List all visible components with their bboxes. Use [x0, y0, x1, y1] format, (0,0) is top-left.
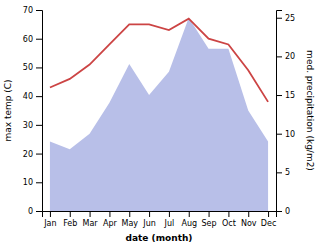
x-axis-title: date (month) — [126, 233, 193, 243]
tick-label: Jul — [164, 219, 175, 228]
tick: Apr — [103, 211, 118, 228]
tick: 40 — [23, 92, 42, 101]
tick: 0 — [28, 207, 42, 216]
line — [50, 19, 268, 102]
tick: 10 — [23, 178, 42, 187]
tick-mark — [276, 56, 282, 57]
marks — [50, 18, 268, 211]
tick-mark — [36, 39, 42, 40]
tick: 0 — [276, 207, 290, 216]
tick-mark — [50, 211, 51, 217]
tick-mark — [276, 134, 282, 135]
tick-label: Jan — [43, 219, 56, 228]
tick-label: 10 — [23, 178, 33, 187]
tick-mark — [36, 154, 42, 155]
tick: 20 — [276, 52, 295, 61]
tick: 25 — [276, 14, 295, 23]
x-axis: Jan Feb Mar AprMay Jun Jul Aug Sep Oct Nov Dec — [43, 211, 277, 228]
tick-mark — [36, 125, 42, 126]
tick-label: 5 — [285, 168, 290, 177]
tick: Jun — [142, 211, 156, 228]
tick-label: 0 — [285, 207, 290, 216]
tick: Jul — [164, 211, 175, 228]
tick-label: 0 — [28, 207, 33, 216]
tick-label: Oct — [222, 219, 236, 228]
tick-label: 60 — [23, 35, 33, 44]
tick-mark — [169, 211, 170, 217]
y-axis-title: max temp (C) — [3, 79, 13, 141]
tick-mark — [109, 211, 110, 217]
tick: 50 — [23, 63, 42, 72]
tick-label: Jun — [142, 219, 156, 228]
tick-mark — [36, 96, 42, 97]
tick: Jan — [43, 211, 56, 228]
tick: Mar — [83, 211, 99, 228]
tick-label: Nov — [241, 219, 257, 228]
tick: May — [121, 211, 138, 228]
tick-mark — [36, 10, 42, 11]
tick-mark — [248, 211, 249, 217]
y2-axis: 0 5 10 15 20 25 — [276, 11, 295, 217]
axis-line — [43, 212, 277, 218]
tick-label: Mar — [83, 219, 99, 228]
tick: Nov — [241, 211, 257, 228]
tick-label: Aug — [181, 219, 197, 228]
tick-mark — [189, 211, 190, 217]
tick-mark — [90, 211, 91, 217]
tick-label: Apr — [103, 219, 118, 228]
tick-label: Dec — [261, 219, 276, 228]
tick-mark — [36, 67, 42, 68]
tick-label: 20 — [23, 150, 33, 159]
tick-mark — [268, 211, 269, 217]
tick-mark — [149, 211, 150, 217]
tick: 20 — [23, 150, 42, 159]
y2-axis-title: med. precipitation (kg/m2) — [305, 50, 315, 171]
tick-label: 70 — [23, 6, 33, 15]
tick: 10 — [276, 130, 295, 139]
tick-mark — [209, 211, 210, 217]
tick-mark — [129, 211, 130, 217]
tick: Aug — [181, 211, 197, 228]
area — [50, 18, 268, 211]
chart: Jan Feb Mar AprMay Jun Jul Aug Sep Oct Nov Dec 0 10 2… — [0, 0, 318, 247]
tick-label: May — [121, 219, 138, 228]
tick-mark — [276, 172, 282, 173]
tick: Dec — [261, 211, 276, 228]
tick-mark — [70, 211, 71, 217]
axis-line — [36, 11, 43, 212]
tick-mark — [276, 95, 282, 96]
tick: 70 — [23, 6, 42, 15]
tick-label: Feb — [63, 219, 77, 228]
tick-label: 50 — [23, 63, 33, 72]
tick: Feb — [63, 211, 77, 228]
tick-label: 40 — [23, 92, 33, 101]
tick: Oct — [222, 211, 236, 228]
tick-mark — [36, 182, 42, 183]
axis-line — [277, 11, 283, 212]
y-axis: 0 10 20 30 40 50 60 70 — [23, 6, 43, 216]
tick-label: Sep — [202, 219, 217, 228]
tick-mark — [276, 18, 282, 19]
tick: Sep — [202, 211, 217, 228]
tick-label: 15 — [285, 91, 295, 100]
tick-label: 20 — [285, 52, 295, 61]
tick-label: 30 — [23, 121, 33, 130]
tick-mark — [276, 211, 282, 212]
tick: 15 — [276, 91, 295, 100]
tick: 30 — [23, 121, 42, 130]
tick-mark — [228, 211, 229, 217]
tick: 60 — [23, 35, 42, 44]
tick-mark — [36, 211, 42, 212]
tick: 5 — [276, 168, 290, 177]
plot: Jan Feb Mar AprMay Jun Jul Aug Sep Oct Nov Dec 0 10 2… — [23, 6, 295, 228]
tick-label: 25 — [285, 14, 295, 23]
tick-label: 10 — [285, 130, 295, 139]
